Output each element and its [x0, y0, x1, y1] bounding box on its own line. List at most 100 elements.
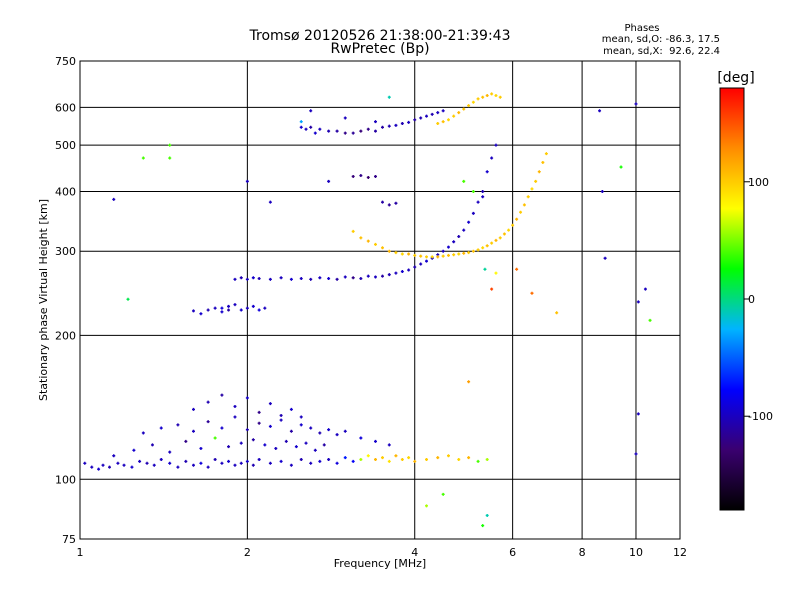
data-point — [327, 428, 331, 432]
data-point — [257, 277, 261, 281]
data-point — [507, 228, 511, 232]
data-point — [485, 513, 489, 517]
data-point — [245, 459, 249, 463]
data-point — [239, 308, 243, 312]
data-point — [457, 111, 461, 115]
data-point — [220, 310, 224, 314]
data-point — [251, 304, 255, 308]
data-point — [481, 189, 485, 193]
data-point — [526, 195, 530, 199]
data-point — [366, 274, 370, 278]
y-tick-label: 400 — [55, 185, 76, 198]
data-point — [268, 461, 272, 465]
x-tick-label: 10 — [629, 546, 643, 559]
data-point — [481, 524, 485, 528]
data-point — [425, 457, 429, 461]
data-point — [413, 265, 417, 269]
data-point — [471, 211, 475, 215]
data-point — [413, 253, 417, 257]
data-point — [343, 429, 347, 433]
data-point — [441, 254, 445, 258]
data-point — [213, 457, 217, 461]
data-point — [511, 223, 515, 227]
data-point — [257, 308, 261, 312]
data-point — [351, 131, 355, 135]
stats-line-o: mean, sd,O: -86.3, 17.5 — [602, 34, 720, 45]
grid — [80, 61, 680, 539]
data-point — [366, 175, 370, 179]
data-point — [351, 174, 355, 178]
data-point — [116, 461, 120, 465]
data-point — [457, 252, 461, 256]
data-point — [400, 457, 404, 461]
data-point — [467, 104, 471, 108]
data-point — [257, 421, 261, 425]
data-point — [343, 456, 347, 460]
data-point — [407, 252, 411, 256]
data-point — [108, 465, 112, 469]
data-point — [387, 249, 391, 253]
data-point — [359, 277, 363, 281]
data-point — [152, 463, 156, 467]
data-point — [299, 120, 303, 124]
data-point — [598, 109, 602, 113]
data-point — [199, 312, 203, 316]
data-point — [268, 277, 272, 281]
data-point — [490, 92, 494, 96]
data-point — [233, 463, 237, 467]
data-point — [97, 467, 101, 471]
data-point — [335, 129, 339, 133]
data-point — [220, 461, 224, 465]
data-point — [441, 492, 445, 496]
data-point — [279, 276, 283, 280]
data-point — [351, 459, 355, 463]
data-point — [515, 217, 519, 221]
data-point — [112, 197, 116, 201]
y-axis: 75 100 200 300 400 500 600 750 — [55, 55, 76, 546]
data-point — [257, 410, 261, 414]
data-point — [245, 277, 249, 281]
x-tick-label: 6 — [509, 546, 516, 559]
data-point — [233, 277, 237, 281]
data-point — [522, 203, 526, 207]
data-point — [309, 461, 313, 465]
data-point — [268, 402, 272, 406]
data-point — [343, 116, 347, 120]
y-axis-label: Stationary phase Virtual Height [km] — [37, 199, 50, 401]
data-point — [380, 456, 384, 460]
data-point — [245, 428, 249, 432]
data-point — [490, 287, 494, 291]
data-point — [452, 240, 456, 244]
data-point — [394, 123, 398, 127]
data-point — [481, 95, 485, 99]
data-point — [394, 201, 398, 205]
data-point — [387, 459, 391, 463]
data-point — [413, 459, 417, 463]
data-point — [530, 291, 534, 295]
data-point — [462, 228, 466, 232]
data-point — [430, 255, 434, 259]
data-point — [436, 456, 440, 460]
data-point — [490, 241, 494, 245]
data-point — [373, 439, 377, 443]
stats-heading: Phases — [624, 23, 659, 34]
data-point — [304, 127, 308, 131]
data-point — [184, 439, 188, 443]
data-point — [387, 203, 391, 207]
data-point — [191, 429, 195, 433]
data-point — [359, 129, 363, 133]
data-point — [299, 277, 303, 281]
colorbar-label: [deg] — [717, 70, 754, 86]
data-point — [279, 418, 283, 422]
data-point — [400, 122, 404, 126]
data-point — [299, 457, 303, 461]
x-tick-label: 12 — [673, 546, 687, 559]
data-point — [485, 94, 489, 98]
data-point — [498, 95, 502, 99]
data-point — [490, 156, 494, 160]
data-point — [366, 239, 370, 243]
data-point — [83, 461, 87, 465]
data-point — [387, 95, 391, 99]
data-point — [351, 276, 355, 280]
data-point — [227, 445, 231, 449]
